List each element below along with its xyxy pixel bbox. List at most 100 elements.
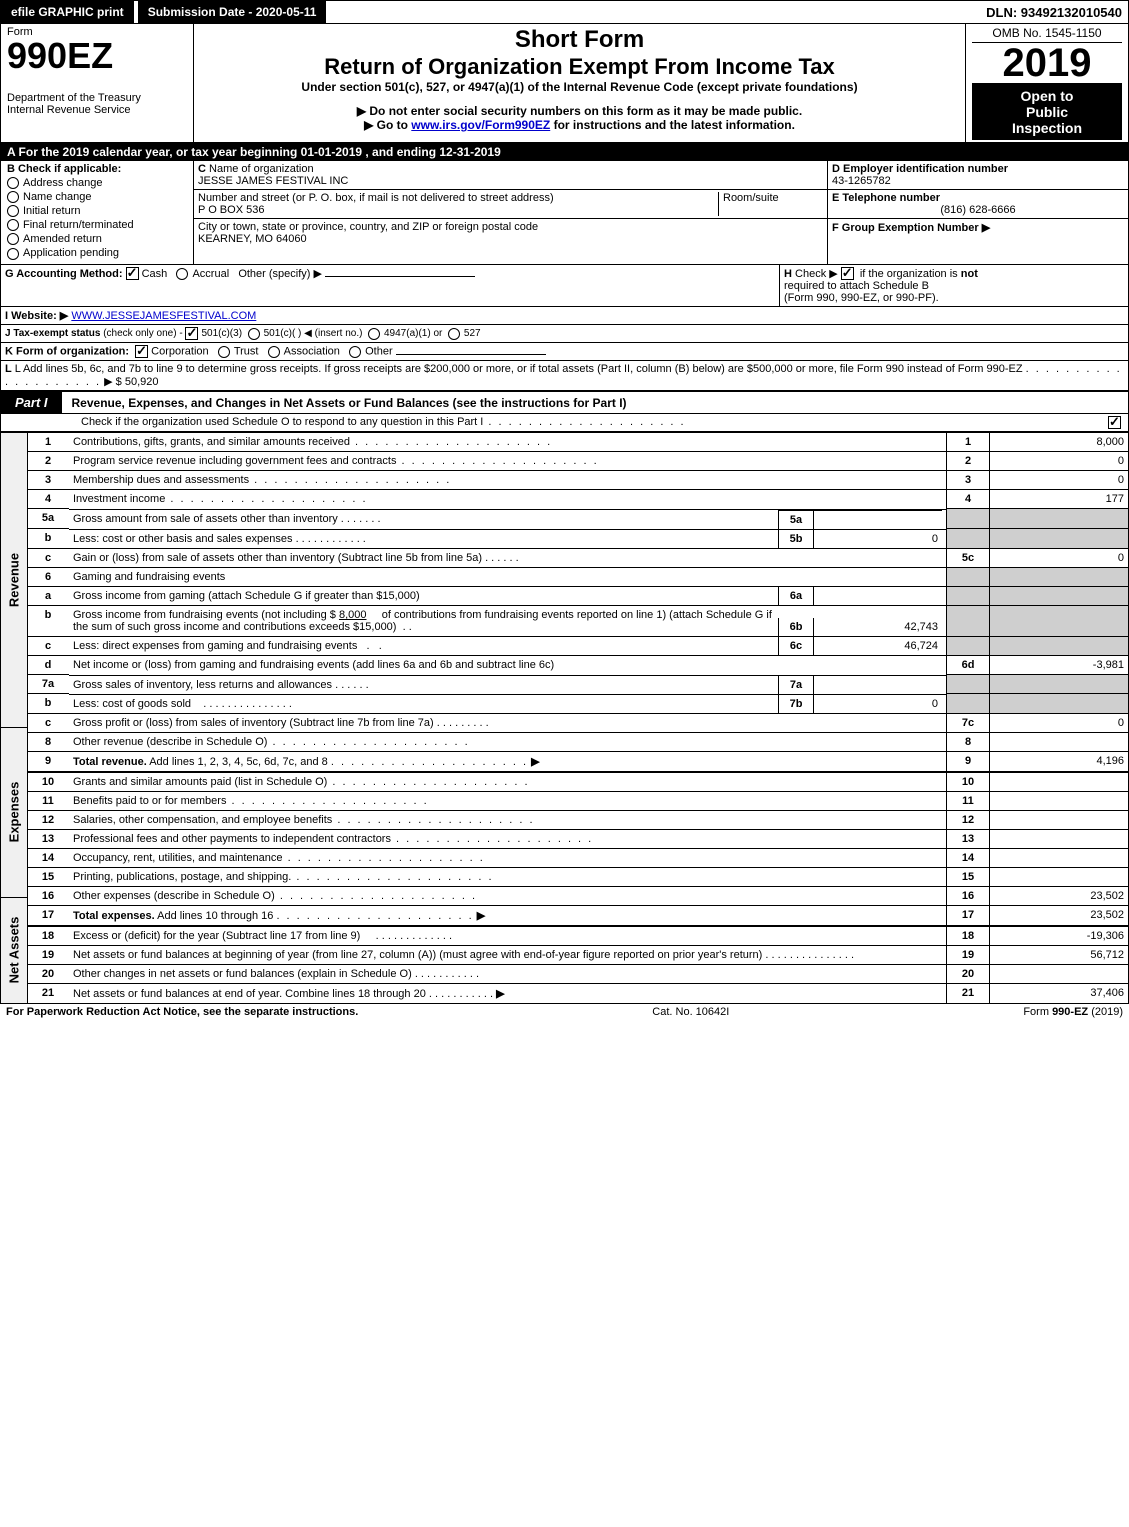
box-j-label: J Tax-exempt status — [5, 328, 100, 339]
line-5a: 5a Gross amount from sale of assets othe… — [27, 509, 1128, 529]
line-14-text: Occupancy, rent, utilities, and maintena… — [73, 852, 283, 864]
line-3-text: Membership dues and assessments — [73, 474, 249, 486]
chk-schedule-o-used[interactable] — [1108, 416, 1121, 429]
ein-value: 43-1265782 — [832, 175, 891, 187]
chk-amended-return[interactable]: Amended return — [7, 233, 187, 245]
chk-association[interactable] — [268, 346, 280, 358]
irs-link[interactable]: www.irs.gov/Form990EZ — [411, 118, 550, 132]
chk-corporation[interactable] — [135, 345, 148, 358]
line-6d: d Net income or (loss) from gaming and f… — [27, 656, 1128, 675]
dept-treasury: Department of the Treasury — [7, 92, 187, 104]
footer-catno: Cat. No. 10642I — [652, 1006, 729, 1018]
line-6b-inum: 6b — [778, 618, 813, 636]
chk-name-change[interactable]: Name change — [7, 191, 187, 203]
line-6: 6 Gaming and fundraising events — [27, 567, 1128, 586]
line-12-text: Salaries, other compensation, and employ… — [73, 814, 332, 826]
line-8: 8 Other revenue (describe in Schedule O)… — [27, 732, 1128, 751]
h-text-4: (Form 990, 990-EZ, or 990-PF). — [784, 292, 939, 304]
line-12: 12 Salaries, other compensation, and emp… — [27, 810, 1128, 829]
label-trust: Trust — [234, 346, 259, 358]
box-b-label: B — [7, 163, 15, 175]
entity-block: B Check if applicable: Address change Na… — [1, 161, 1128, 265]
part-1-table: 1 Contributions, gifts, grants, and simi… — [27, 433, 1128, 1003]
goto-line: ▶ Go to www.irs.gov/Form990EZ for instru… — [200, 118, 959, 132]
chk-address-change[interactable]: Address change — [7, 177, 187, 189]
label-accrual: Accrual — [192, 268, 229, 280]
row-g-h: G Accounting Method: Cash Accrual Other … — [1, 265, 1128, 308]
label-association: Association — [284, 346, 340, 358]
chk-527[interactable] — [448, 328, 460, 340]
chk-4947a1[interactable] — [368, 328, 380, 340]
line-7a: 7a Gross sales of inventory, less return… — [27, 675, 1128, 694]
phone-value: (816) 628-6666 — [832, 204, 1124, 216]
chk-501c3[interactable] — [185, 327, 198, 340]
label-corporation: Corporation — [151, 346, 208, 358]
efile-print-button[interactable]: efile GRAPHIC print — [1, 1, 134, 23]
line-6d-text: Net income or (loss) from gaming and fun… — [69, 656, 947, 675]
line-5b-text: Less: cost or other basis and sales expe… — [73, 533, 293, 545]
line-7a-inum: 7a — [778, 676, 813, 694]
line-6b: b Gross income from fundraising events (… — [27, 605, 1128, 636]
part-1-header: Part I Revenue, Expenses, and Changes in… — [1, 391, 1128, 414]
chk-trust[interactable] — [218, 346, 230, 358]
line-2: 2 Program service revenue including gove… — [27, 452, 1128, 471]
line-18-text: Excess or (deficit) for the year (Subtra… — [73, 930, 360, 942]
line-19: 19 Net assets or fund balances at beginn… — [27, 945, 1128, 964]
part-1-check-text: Check if the organization used Schedule … — [81, 416, 483, 428]
chk-501c[interactable] — [248, 328, 260, 340]
line-16: 16 Other expenses (describe in Schedule … — [27, 886, 1128, 905]
chk-cash[interactable] — [126, 267, 139, 280]
line-6-text: Gaming and fundraising events — [69, 567, 947, 586]
h-text-3: required to attach Schedule B — [784, 280, 929, 292]
dln-label: DLN: 93492132010540 — [986, 5, 1128, 20]
line-18-amt: -19,306 — [990, 926, 1129, 946]
other-specify-input[interactable] — [325, 276, 475, 277]
line-7b-iamt: 0 — [813, 695, 942, 713]
other-org-input[interactable] — [396, 354, 546, 355]
line-6a: a Gross income from gaming (attach Sched… — [27, 586, 1128, 605]
line-19-amt: 56,712 — [990, 945, 1129, 964]
name-of-org-label: Name of organization — [209, 163, 314, 175]
line-4-text: Investment income — [73, 493, 165, 505]
line-11-text: Benefits paid to or for members — [73, 795, 226, 807]
line-13: 13 Professional fees and other payments … — [27, 829, 1128, 848]
tax-year: 2019 — [972, 43, 1122, 84]
chk-final-return[interactable]: Final return/terminated — [7, 219, 187, 231]
chk-accrual[interactable] — [176, 268, 188, 280]
box-d-label: D Employer identification number — [832, 163, 1008, 175]
box-c-label: C — [198, 163, 206, 175]
line-15-amt — [990, 867, 1129, 886]
chk-schedule-b-not-required[interactable] — [841, 267, 854, 280]
line-10-amt — [990, 772, 1129, 792]
room-suite-label: Room/suite — [718, 192, 823, 216]
line-18: 18 Excess or (deficit) for the year (Sub… — [27, 926, 1128, 946]
l-text: L Add lines 5b, 6c, and 7b to line 9 to … — [15, 363, 1023, 375]
city-label: City or town, state or province, country… — [198, 221, 538, 233]
city-value: KEARNEY, MO 64060 — [198, 233, 307, 245]
page-footer: For Paperwork Reduction Act Notice, see … — [0, 1004, 1129, 1020]
website-link[interactable]: WWW.JESSEJAMESFESTIVAL.COM — [71, 310, 256, 322]
line-6a-inum: 6a — [778, 587, 813, 605]
line-6c-inum: 6c — [778, 637, 813, 655]
h-text-2: if the organization is — [860, 268, 958, 280]
line-7a-iamt — [813, 676, 942, 694]
line-14: 14 Occupancy, rent, utilities, and maint… — [27, 848, 1128, 867]
label-4947a1: 4947(a)(1) or — [384, 328, 442, 339]
line-11: 11 Benefits paid to or for members 11 — [27, 791, 1128, 810]
line-20: 20 Other changes in net assets or fund b… — [27, 964, 1128, 983]
box-k-label: K Form of organization: — [5, 346, 129, 358]
line-5a-iamt — [813, 510, 942, 529]
form-subtitle: Under section 501(c), 527, or 4947(a)(1)… — [200, 80, 959, 94]
line-6c: c Less: direct expenses from gaming and … — [27, 636, 1128, 656]
line-15-text: Printing, publications, postage, and shi… — [73, 871, 291, 883]
chk-other-org[interactable] — [349, 346, 361, 358]
row-l-gross-receipts: L L Add lines 5b, 6c, and 7b to line 9 t… — [1, 361, 1128, 391]
part-1-check-row: Check if the organization used Schedule … — [1, 414, 1128, 432]
line-7b-text: Less: cost of goods sold — [73, 698, 191, 710]
chk-initial-return[interactable]: Initial return — [7, 205, 187, 217]
chk-application-pending[interactable]: Application pending — [7, 247, 187, 259]
open-to-public: Open to Public Inspection — [972, 84, 1122, 140]
sidelabel-expenses: Expenses — [1, 727, 28, 896]
line-17: 17 Total expenses. Add lines 10 through … — [27, 905, 1128, 926]
line-13-amt — [990, 829, 1129, 848]
